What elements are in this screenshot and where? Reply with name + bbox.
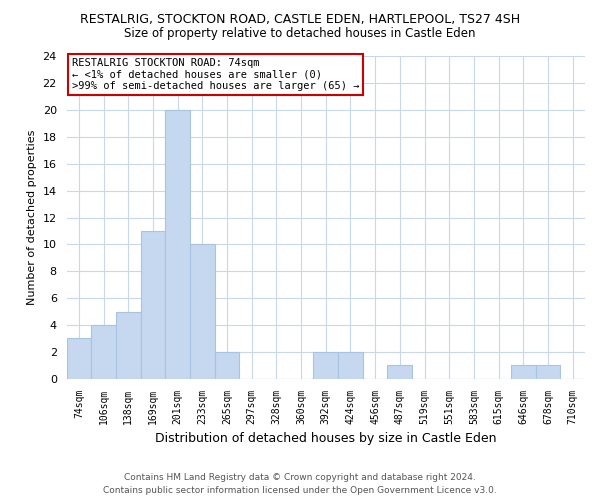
Bar xyxy=(190,244,215,378)
Bar xyxy=(91,325,116,378)
Bar xyxy=(165,110,190,378)
Text: RESTALRIG STOCKTON ROAD: 74sqm
← <1% of detached houses are smaller (0)
>99% of : RESTALRIG STOCKTON ROAD: 74sqm ← <1% of … xyxy=(72,58,359,92)
Text: RESTALRIG, STOCKTON ROAD, CASTLE EDEN, HARTLEPOOL, TS27 4SH: RESTALRIG, STOCKTON ROAD, CASTLE EDEN, H… xyxy=(80,12,520,26)
Bar xyxy=(313,352,338,378)
X-axis label: Distribution of detached houses by size in Castle Eden: Distribution of detached houses by size … xyxy=(155,432,497,445)
Y-axis label: Number of detached properties: Number of detached properties xyxy=(27,130,37,306)
Bar xyxy=(67,338,91,378)
Text: Contains HM Land Registry data © Crown copyright and database right 2024.
Contai: Contains HM Land Registry data © Crown c… xyxy=(103,474,497,495)
Text: Size of property relative to detached houses in Castle Eden: Size of property relative to detached ho… xyxy=(124,28,476,40)
Bar xyxy=(215,352,239,378)
Bar xyxy=(388,366,412,378)
Bar xyxy=(536,366,560,378)
Bar xyxy=(511,366,536,378)
Bar xyxy=(338,352,363,378)
Bar xyxy=(140,231,165,378)
Bar xyxy=(116,312,140,378)
